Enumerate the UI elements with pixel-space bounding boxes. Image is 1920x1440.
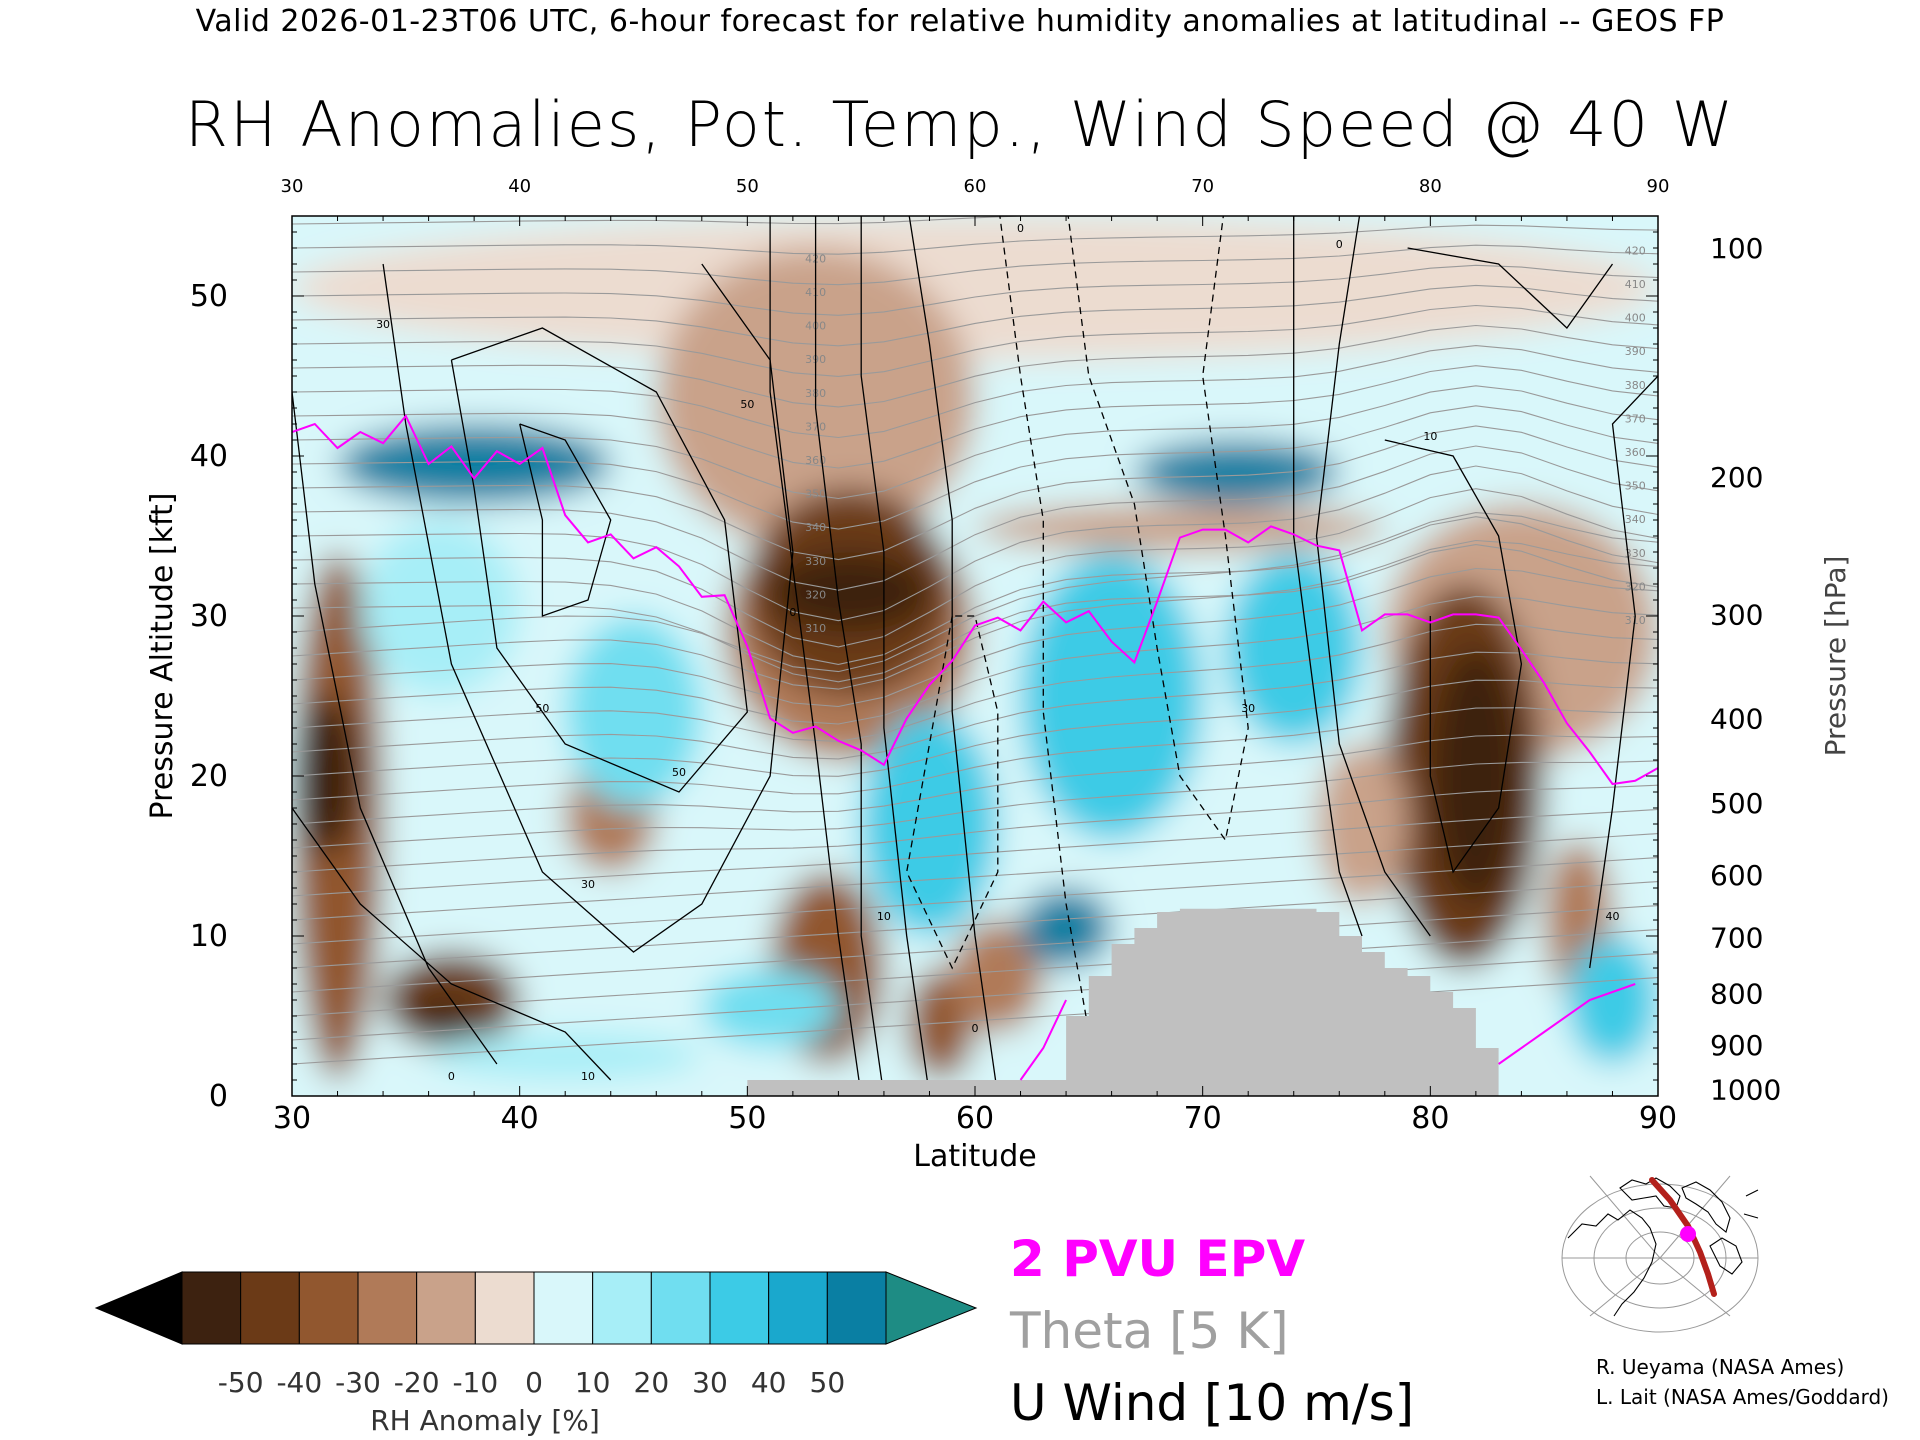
svg-text:50: 50 [740, 398, 754, 411]
svg-text:40: 40 [1605, 910, 1619, 923]
credit-line-2: L. Lait (NASA Ames/Goddard) [1596, 1385, 1889, 1409]
wind-legend-label: U Wind [10 m/s] [1010, 1374, 1415, 1432]
svg-text:30: 30 [581, 878, 595, 891]
svg-text:10: 10 [991, 190, 1005, 203]
svg-text:420: 420 [1625, 244, 1646, 257]
svg-text:0: 0 [972, 1022, 979, 1035]
svg-text:0: 0 [209, 1079, 228, 1114]
svg-text:310: 310 [805, 622, 826, 635]
epv-legend-label: 2 PVU EPV [1010, 1230, 1306, 1288]
svg-text:50: 50 [672, 766, 686, 779]
svg-text:30: 30 [692, 1366, 728, 1399]
svg-text:30: 30 [281, 176, 304, 197]
valid-time-header: Valid 2026-01-23T06 UTC, 6-hour forecast… [195, 4, 1725, 39]
svg-text:40: 40 [751, 1366, 787, 1399]
colorbar-label: RH Anomaly [%] [370, 1404, 600, 1437]
svg-text:70: 70 [1191, 176, 1214, 197]
svg-text:10: 10 [877, 910, 891, 923]
credits: R. Ueyama (NASA Ames) L. Lait (NASA Ames… [1596, 1352, 1889, 1412]
svg-text:390: 390 [1625, 345, 1646, 358]
svg-text:30: 30 [376, 318, 390, 331]
svg-text:70: 70 [1184, 1101, 1222, 1136]
svg-text:10: 10 [1423, 430, 1437, 443]
svg-text:1000: 1000 [1710, 1074, 1781, 1107]
svg-text:10: 10 [575, 1366, 611, 1399]
svg-text:900: 900 [1710, 1029, 1763, 1062]
inset-map [1560, 1166, 1760, 1333]
svg-text:360: 360 [1625, 446, 1646, 459]
y-axis-label: Pressure Altitude [kft] [145, 493, 180, 820]
svg-text:0: 0 [789, 606, 796, 619]
svg-text:100: 100 [1710, 232, 1763, 265]
svg-text:0: 0 [926, 190, 933, 203]
svg-text:80: 80 [1411, 1101, 1449, 1136]
svg-text:700: 700 [1710, 922, 1763, 955]
svg-text:0: 0 [448, 1070, 455, 1083]
svg-text:350: 350 [805, 488, 826, 501]
svg-text:-40: -40 [276, 1366, 322, 1399]
svg-text:500: 500 [1710, 787, 1763, 820]
svg-text:-20: -20 [394, 1366, 440, 1399]
epv-2pvu-line [292, 414, 1658, 1081]
credit-line-1: R. Ueyama (NASA Ames) [1596, 1355, 1845, 1379]
svg-text:90: 90 [1647, 176, 1670, 197]
svg-text:410: 410 [1625, 278, 1646, 291]
svg-text:380: 380 [1625, 379, 1646, 392]
svg-text:200: 200 [1710, 461, 1763, 494]
svg-text:40: 40 [190, 439, 228, 474]
svg-text:80: 80 [1419, 176, 1442, 197]
svg-text:370: 370 [805, 420, 826, 433]
axes: 3030404050506060707080809090010203040501… [190, 176, 1781, 1136]
svg-text:340: 340 [805, 521, 826, 534]
svg-text:20: 20 [634, 1366, 670, 1399]
svg-text:60: 60 [964, 176, 987, 197]
svg-text:0: 0 [525, 1366, 543, 1399]
svg-text:370: 370 [1625, 412, 1646, 425]
x-axis-label: Latitude [913, 1139, 1036, 1174]
svg-text:400: 400 [1625, 312, 1646, 325]
svg-text:50: 50 [728, 1101, 766, 1136]
svg-text:30: 30 [1241, 702, 1255, 715]
svg-text:400: 400 [1710, 702, 1763, 735]
svg-text:-10: -10 [452, 1366, 498, 1399]
svg-text:40: 40 [508, 176, 531, 197]
terrain-mask [747, 908, 1499, 1096]
svg-text:30: 30 [273, 1101, 311, 1136]
svg-text:40: 40 [501, 1101, 539, 1136]
svg-text:50: 50 [190, 279, 228, 314]
svg-text:10: 10 [1059, 190, 1073, 203]
svg-text:10: 10 [190, 919, 228, 954]
svg-text:-50: -50 [218, 1366, 264, 1399]
colorbar: -50 -40 -30 -20 -10 0 10 20 30 40 50 [94, 1271, 978, 1399]
svg-text:300: 300 [1710, 598, 1763, 631]
svg-text:10: 10 [581, 1070, 595, 1083]
svg-text:20: 20 [190, 759, 228, 794]
svg-text:320: 320 [805, 588, 826, 601]
svg-text:50: 50 [810, 1366, 846, 1399]
theta-legend-label: Theta [5 K] [1010, 1302, 1289, 1360]
svg-text:600: 600 [1710, 859, 1763, 892]
y2-axis-label: Pressure [hPa] [1819, 556, 1852, 757]
svg-text:320: 320 [1625, 580, 1646, 593]
svg-text:800: 800 [1710, 978, 1763, 1011]
chart-title: RH Anomalies, Pot. Temp., Wind Speed @ 4… [184, 88, 1736, 161]
svg-text:0: 0 [1017, 222, 1024, 235]
svg-text:330: 330 [1625, 547, 1646, 560]
svg-text:50: 50 [736, 176, 759, 197]
svg-text:30: 30 [190, 599, 228, 634]
svg-text:90: 90 [1639, 1101, 1677, 1136]
svg-text:350: 350 [1625, 480, 1646, 493]
svg-text:50: 50 [535, 702, 549, 715]
svg-text:60: 60 [956, 1101, 994, 1136]
svg-text:-30: -30 [335, 1366, 381, 1399]
location-marker [1680, 1226, 1696, 1242]
svg-text:340: 340 [1625, 513, 1646, 526]
svg-text:330: 330 [805, 555, 826, 568]
svg-text:0: 0 [1336, 238, 1343, 251]
